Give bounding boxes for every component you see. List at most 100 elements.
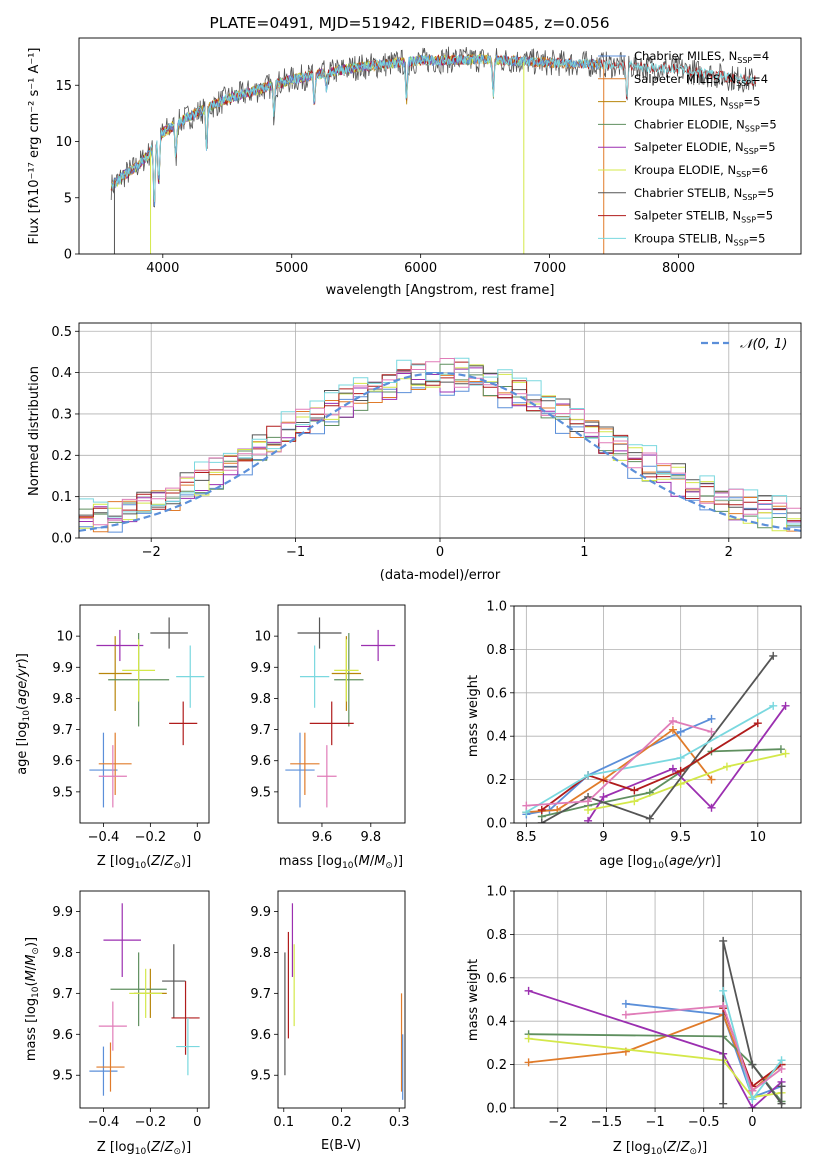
spectrum-series <box>110 54 602 205</box>
weight-marker <box>522 801 531 810</box>
y-tick-label: 1.0 <box>486 600 507 615</box>
weight-marker <box>630 797 639 806</box>
axes-frame <box>78 37 802 255</box>
x-tick-label: −0.5 <box>688 1115 720 1130</box>
axes-3: 9.6 9.8 9.5 9.6 9.7 9.8 9.9 10 mass [log10(M/M⊙)… <box>250 604 406 871</box>
x-tick-label: 0 <box>193 1115 201 1130</box>
x-tick-label: −2 <box>548 1115 567 1130</box>
x-tick-label: −1 <box>645 1115 664 1130</box>
weight-marker <box>707 727 716 736</box>
y-tick-label: 0.4 <box>486 730 507 745</box>
weight-marker <box>707 775 716 784</box>
weight-marker <box>645 814 654 823</box>
y-tick-label: 15 <box>55 79 72 94</box>
weight-marker <box>719 1002 728 1011</box>
y-tick-label: 0.8 <box>486 928 507 943</box>
x-axis-label: Z [log10(Z/Z⊙)] <box>613 1140 707 1157</box>
y-tick-label: 9.9 <box>52 905 73 920</box>
plot-area <box>89 903 200 1096</box>
weight-marker <box>668 717 677 726</box>
axes-1: −2 −1 0 1 2 0.0 0.1 0.2 0.3 0.4 0.5 𝒩(0, 1) (data-mo… <box>27 322 802 583</box>
y-tick-label: 9.9 <box>250 905 271 920</box>
y-tick-label: 9.8 <box>250 692 271 707</box>
weight-marker <box>753 719 762 728</box>
weight-marker <box>584 805 593 814</box>
y-axis-label: mass [log10(M/M⊙)] <box>24 937 41 1061</box>
weight-line <box>528 1037 782 1099</box>
x-axis-label: Z [log10(Z/Z⊙)] <box>97 854 191 871</box>
legend-label: Chabrier STELIB, NSSP=5 <box>634 186 774 202</box>
y-tick-label: 9.6 <box>250 1028 271 1043</box>
x-tick-label: −0.2 <box>135 830 167 845</box>
axes-4: 8.5 9 9.5 10 0.0 0.2 0.4 0.6 0.8 1.0 age [log10(ag… <box>466 600 802 871</box>
legend-label: 𝒩(0, 1) <box>740 337 787 352</box>
weight-marker <box>584 771 593 780</box>
weight-marker <box>524 1058 533 1067</box>
y-tick-label: 9.8 <box>52 692 73 707</box>
weight-marker <box>777 1056 786 1065</box>
y-tick-label: 9.6 <box>52 754 73 769</box>
legend-label: Salpeter ELODIE, NSSP=5 <box>634 140 776 156</box>
x-tick-label: 0 <box>436 545 444 560</box>
weight-marker <box>748 1095 757 1104</box>
axes-6: 0.1 0.2 0.3 9.5 9.6 9.7 9.8 9.9 E(B-V) <box>250 890 410 1153</box>
weight-marker <box>630 786 639 795</box>
y-tick-label: 9.8 <box>52 946 73 961</box>
weight-marker <box>719 936 728 945</box>
y-tick-label: 9.5 <box>52 785 73 800</box>
x-tick-label: 7000 <box>533 261 566 276</box>
plot-area <box>89 617 205 808</box>
x-tick-label: −2 <box>142 545 161 560</box>
weight-marker <box>781 701 790 710</box>
y-tick-label: 0.1 <box>51 490 72 505</box>
axes-frame <box>513 605 802 824</box>
y-tick-label: 0.0 <box>486 1102 507 1117</box>
weight-marker <box>777 1082 786 1091</box>
weight-marker <box>719 1099 728 1108</box>
x-tick-label: −1.5 <box>591 1115 623 1130</box>
weight-marker <box>537 805 546 814</box>
y-tick-label: 10 <box>55 135 72 150</box>
x-axis-label: wavelength [Angstrom, rest frame] <box>326 283 555 298</box>
x-tick-label: 8.5 <box>516 830 537 845</box>
y-tick-label: 0.3 <box>51 407 72 422</box>
weight-marker <box>781 749 790 758</box>
y-tick-label: 9.8 <box>250 946 271 961</box>
x-tick-label: 0 <box>193 830 201 845</box>
weight-marker <box>584 797 593 806</box>
gaussian-curve <box>79 371 801 532</box>
y-tick-label: 9.5 <box>250 785 271 800</box>
spectrum-series <box>110 53 602 204</box>
histogram-series <box>79 357 801 525</box>
x-tick-label: −0.4 <box>88 830 120 845</box>
x-tick-label: 0.3 <box>389 1115 410 1130</box>
axes-0: 4000 5000 6000 7000 8000 0 5 10 15 wavelength [An… <box>27 37 802 298</box>
y-tick-label: 0.4 <box>486 1015 507 1030</box>
plot-area <box>284 903 404 1100</box>
x-tick-label: 4000 <box>146 261 179 276</box>
legend-label: Chabrier MILES, NSSP=4 <box>634 49 769 65</box>
y-tick-label: 5 <box>64 191 72 206</box>
weight-marker <box>777 1064 786 1073</box>
weight-line <box>541 655 774 823</box>
x-tick-label: 2 <box>725 545 733 560</box>
y-tick-label: 9.7 <box>250 723 271 738</box>
y-tick-label: 1.0 <box>486 885 507 900</box>
weight-line <box>625 1005 783 1093</box>
weight-marker <box>621 1010 630 1019</box>
y-axis-label: mass weight <box>466 959 481 1041</box>
axes-2: −0.4 −0.2 0 9.5 9.6 9.7 9.8 9.9 10 Z [log10(Z/Z⊙)… <box>15 604 210 871</box>
y-tick-label: 9.6 <box>250 754 271 769</box>
plot-area <box>524 936 786 1108</box>
y-tick-label: 0.8 <box>486 643 507 658</box>
chart-title: PLATE=0491, MJD=51942, FIBERID=0485, z=0… <box>209 14 609 32</box>
y-tick-label: 9.9 <box>52 661 73 676</box>
y-tick-label: 9.5 <box>250 1069 271 1084</box>
x-tick-label: 5000 <box>275 261 308 276</box>
axes-frame <box>277 604 406 824</box>
y-tick-label: 0.5 <box>51 325 72 340</box>
weight-marker <box>537 819 546 823</box>
y-tick-label: 0.2 <box>486 1058 507 1073</box>
legend-label: Kroupa STELIB, NSSP=5 <box>634 231 765 247</box>
weight-marker <box>621 999 630 1008</box>
